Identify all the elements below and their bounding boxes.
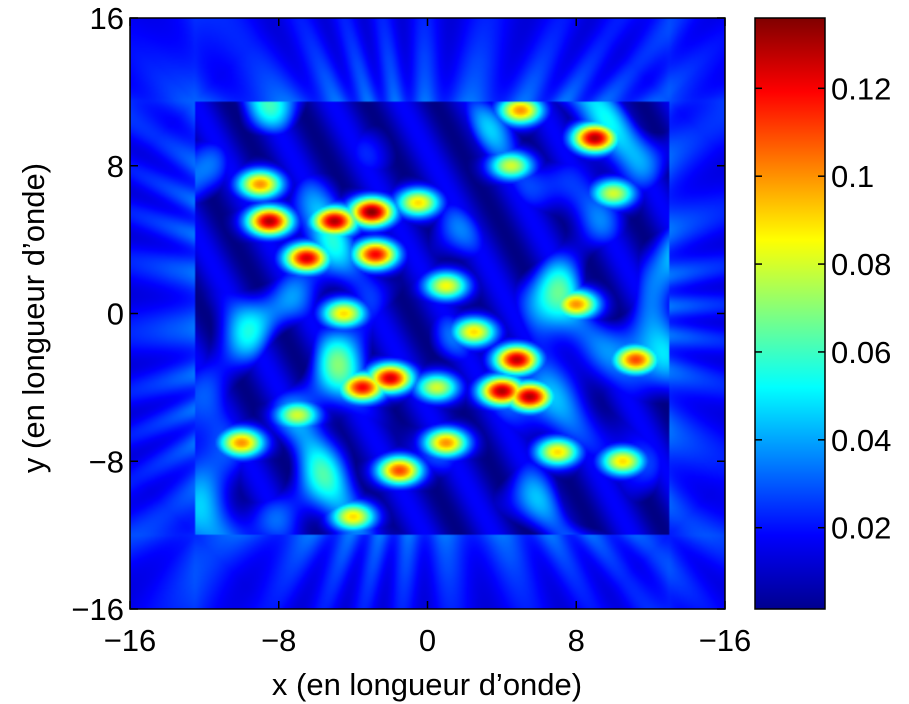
colorbar-frame (754, 17, 826, 610)
heatmap-plot-area (129, 17, 726, 610)
x-tick-label: 8 (568, 623, 585, 658)
colorbar-tick-label: 0.06 (831, 335, 891, 370)
y-tick-label: 0 (107, 297, 124, 332)
y-axis-label: y (en longueur d’onde) (16, 163, 51, 473)
y-tick-label: 8 (107, 149, 124, 184)
heatmap-image (130, 18, 725, 609)
colorbar: 0.02 0.04 0.06 0.08 0.1 0.12 (754, 17, 891, 610)
colorbar-tick-label: 0.02 (831, 511, 891, 546)
y-axis-ticks: −16 −8 0 8 16 (71, 1, 725, 627)
x-tick-label: −8 (261, 623, 296, 658)
x-tick-label: −16 (699, 623, 752, 658)
y-tick-label: 16 (90, 1, 124, 36)
x-tick-label: 0 (419, 623, 436, 658)
colorbar-tick-label: 0.08 (831, 247, 891, 282)
y-tick-label: −16 (71, 592, 124, 627)
colorbar-tick-label: 0.04 (831, 423, 891, 458)
colorbar-gradient (755, 18, 825, 609)
colorbar-ticks: 0.02 0.04 0.06 0.08 0.1 0.12 (755, 71, 891, 546)
x-axis-ticks: −16 −8 0 8 −16 (104, 18, 752, 658)
x-tick-label: −16 (104, 623, 157, 658)
x-axis-label: x (en longueur d’onde) (272, 667, 582, 702)
colorbar-tick-label: 0.12 (831, 71, 891, 106)
colorbar-tick-label: 0.1 (831, 159, 874, 194)
y-tick-label: −8 (89, 444, 124, 479)
